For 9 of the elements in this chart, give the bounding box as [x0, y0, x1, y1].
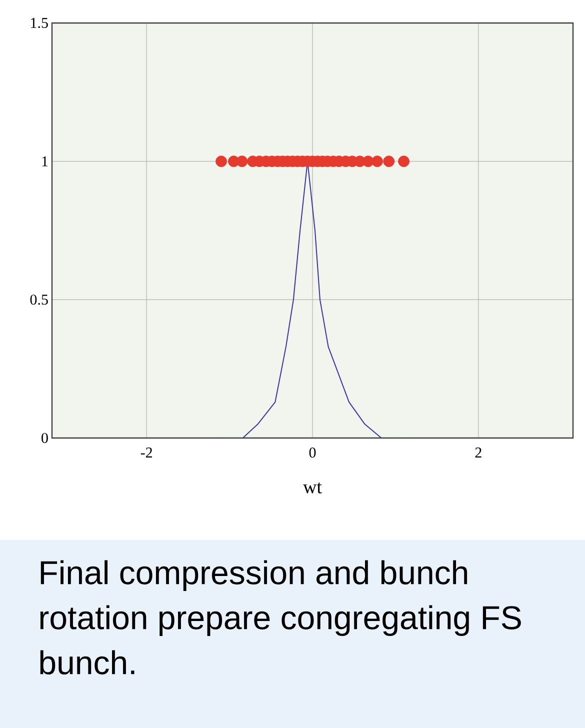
x-tick-label: -2: [140, 448, 152, 458]
x-axis-title: wt: [303, 482, 322, 494]
y-tick-label: 1: [42, 156, 48, 166]
text: Final compression and bunch rotation prepare congregating FS bunch.: [40, 560, 521, 674]
y-tick-label: 1.5: [31, 18, 48, 28]
y-tick-label: 0: [42, 432, 48, 444]
x-tick-label: 2: [475, 448, 482, 458]
x-tick-label: 0: [309, 448, 316, 458]
y-tick-label: 0.5: [30, 294, 48, 305]
